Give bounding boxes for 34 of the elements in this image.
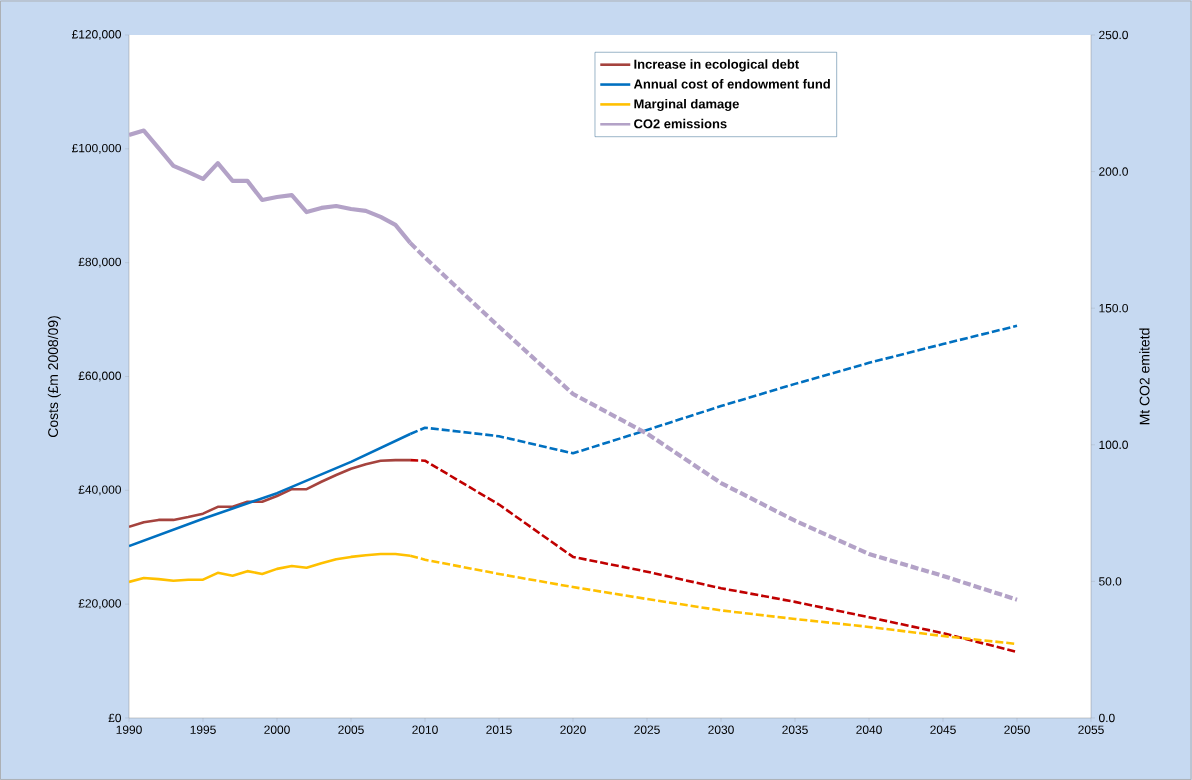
- y2-tick-label: 0.0: [1099, 713, 1115, 723]
- x-tick-label: 1990: [116, 725, 142, 734]
- x-tick-label: 2010: [412, 725, 438, 734]
- x-tick-label: 2040: [856, 725, 882, 734]
- x-tick-label: 2035: [782, 725, 808, 734]
- y-tick-label: £120,000: [71, 30, 122, 40]
- y-axis-title: Costs (£m 2008/09): [47, 316, 61, 438]
- x-tick-label: 2050: [1004, 725, 1030, 734]
- y-tick-label: £20,000: [78, 599, 122, 610]
- x-tick-label: 2000: [264, 725, 290, 734]
- x-tick-label: 2015: [486, 725, 512, 734]
- line-series: [129, 458, 412, 529]
- x-tick-label: 2020: [560, 725, 586, 734]
- y-tick-label: £100,000: [71, 143, 122, 154]
- legend-label: Marginal damage: [634, 98, 739, 112]
- legend-label: Annual cost of endowment fund: [633, 79, 830, 89]
- y2-tick-label: 150.0: [1099, 303, 1128, 313]
- legend-label: Increase in ecological debt: [634, 59, 799, 72]
- y2-tick-label: 250.0: [1099, 30, 1128, 40]
- x-tick-label: 2005: [338, 725, 364, 734]
- y2-tick-label: 100.0: [1099, 440, 1128, 450]
- x-tick-label: 2045: [930, 725, 956, 734]
- x-tick-label: 2055: [1078, 725, 1104, 734]
- legend-label: CO2 emissions: [634, 118, 727, 129]
- y-tick-label: £0: [108, 713, 122, 723]
- y-tick-label: £60,000: [78, 371, 122, 382]
- y2-axis-title: Mt CO2 emitetd: [1139, 328, 1150, 425]
- y2-tick-label: 200.0: [1099, 167, 1128, 176]
- x-tick-label: 1995: [190, 725, 216, 734]
- y-tick-label: £80,000: [78, 257, 122, 268]
- y2-tick-label: 50.0: [1099, 577, 1122, 586]
- y-tick-label: £40,000: [78, 485, 122, 496]
- x-tick-label: 2025: [634, 725, 660, 734]
- x-tick-label: 2030: [708, 725, 734, 734]
